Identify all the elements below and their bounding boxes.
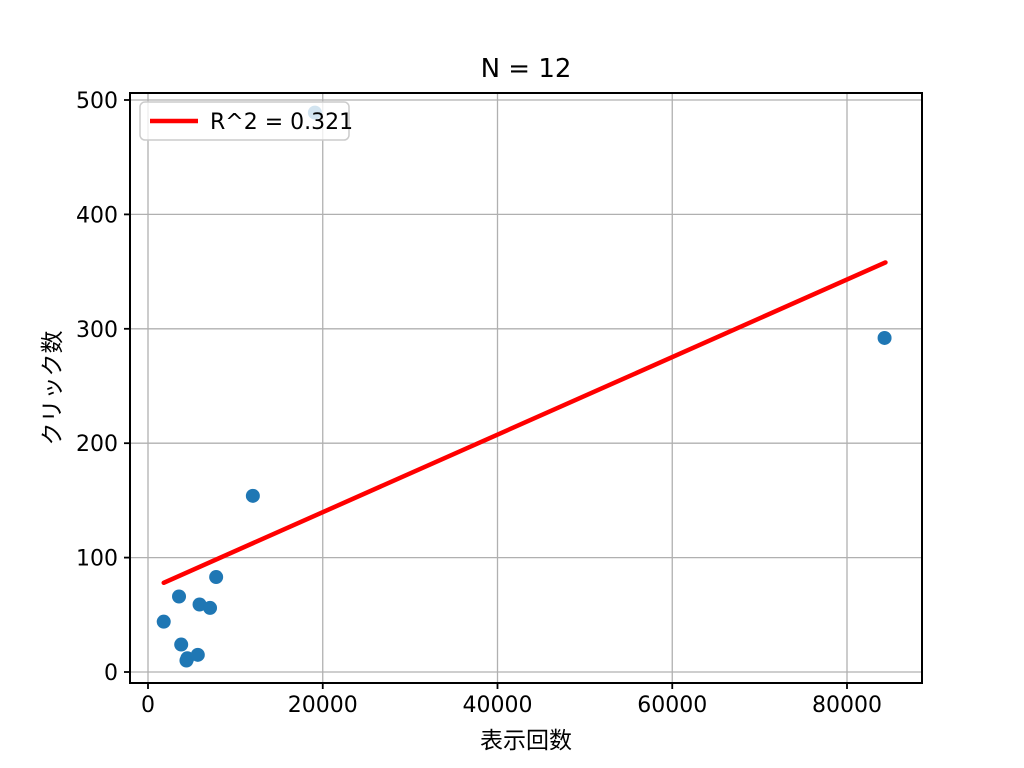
data-point [877,330,892,345]
axes-spines-layer [124,92,923,689]
y-tick-label: 0 [104,661,118,686]
x-tick-label: 40000 [463,693,533,718]
data-point [203,600,218,615]
chart-title: N = 12 [481,54,572,84]
x-tick-label: 0 [141,693,155,718]
tick-labels-layer: 0 20000 40000 60000 80000 0 100 200 300 400 500 [76,89,882,718]
x-tick-label: 20000 [288,693,358,718]
legend-label: R^2 = 0.321 [210,110,353,135]
x-tick-label: 60000 [637,693,707,718]
data-point [209,570,224,585]
data-point [245,488,260,503]
data-point [190,647,205,662]
regression-line [161,260,888,586]
x-axis-label: 表示回数 [480,728,572,754]
y-tick-label: 100 [76,547,118,572]
regression-line-layer [161,260,888,586]
legend: R^2 = 0.321 [139,101,353,141]
y-tick-label: 300 [76,318,118,343]
grid-layer [130,93,922,683]
y-tick-label: 500 [76,89,118,114]
y-axis-label: クリック数 [40,331,66,446]
data-point [172,589,187,604]
scatter-points-layer [156,105,892,668]
y-tick-label: 400 [76,203,118,228]
axes-frame [129,92,923,684]
x-tick-label: 80000 [812,693,882,718]
y-tick-label: 200 [76,432,118,457]
legend-box [139,101,350,141]
data-point [174,637,189,652]
data-point [156,614,171,629]
